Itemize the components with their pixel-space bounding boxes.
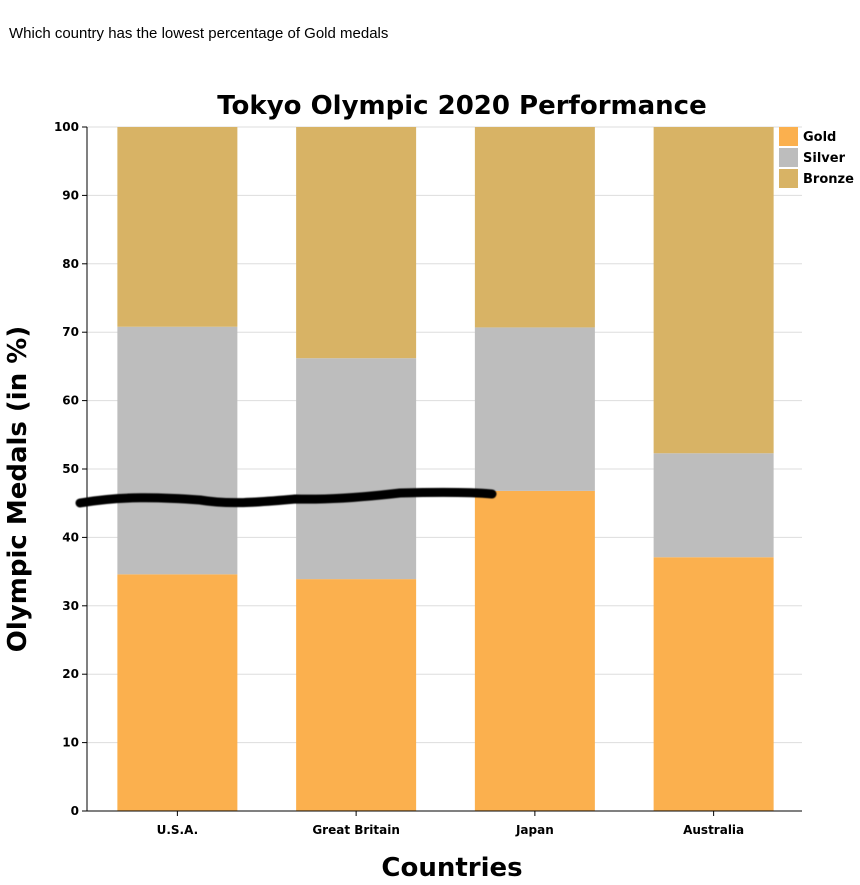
- bar-silver-2: [474, 327, 595, 491]
- legend-swatch-gold: [779, 127, 798, 146]
- x-axis-label: Countries: [381, 853, 522, 883]
- y-tick-label: 70: [62, 325, 79, 339]
- scribble-annotation: [75, 487, 497, 508]
- y-tick-label: 20: [62, 667, 79, 681]
- y-tick-label: 50: [62, 462, 79, 476]
- bar-gold-3: [653, 557, 774, 811]
- y-tick-label: 90: [62, 188, 79, 202]
- y-tick-label: 30: [62, 599, 79, 613]
- bar-bronze-1: [296, 127, 417, 359]
- legend: Gold Silver Bronze: [779, 127, 854, 188]
- y-tick-label: 60: [62, 394, 79, 408]
- y-tick-label: 40: [62, 530, 79, 544]
- legend-label-gold: Gold: [803, 130, 836, 145]
- bar-silver-1: [296, 358, 417, 580]
- bar-gold-1: [296, 579, 417, 811]
- chart-title: Tokyo Olympic 2020 Performance: [217, 91, 706, 121]
- bar-silver-3: [653, 453, 774, 558]
- tick-labels: 0 10 20 30 40 50 60 70 80 90 100 U.S.A. Great Britai…: [54, 120, 744, 837]
- x-tick-label: U.S.A.: [157, 823, 199, 837]
- x-tick-label: Australia: [683, 823, 744, 837]
- bar-gold-0: [117, 574, 238, 811]
- legend-swatch-silver: [779, 148, 798, 167]
- bar-gold-2: [474, 490, 595, 811]
- y-tick-label: 10: [62, 736, 79, 750]
- x-tick-label: Japan: [515, 823, 554, 837]
- bar-bronze-3: [653, 127, 774, 454]
- bars: [117, 127, 774, 811]
- legend-swatch-bronze: [779, 169, 798, 188]
- y-tick-label: 0: [71, 804, 79, 818]
- legend-label-silver: Silver: [803, 151, 846, 166]
- bar-silver-0: [117, 326, 238, 575]
- question-text: Which country has the lowest percentage …: [9, 25, 389, 42]
- y-tick-label: 100: [54, 120, 79, 134]
- x-tick-label: Great Britain: [312, 823, 400, 837]
- legend-label-bronze: Bronze: [803, 172, 854, 187]
- y-tick-label: 80: [62, 257, 79, 271]
- y-axis-label: Olympic Medals (in %): [3, 326, 33, 652]
- bar-bronze-0: [117, 127, 238, 327]
- bar-bronze-2: [474, 127, 595, 328]
